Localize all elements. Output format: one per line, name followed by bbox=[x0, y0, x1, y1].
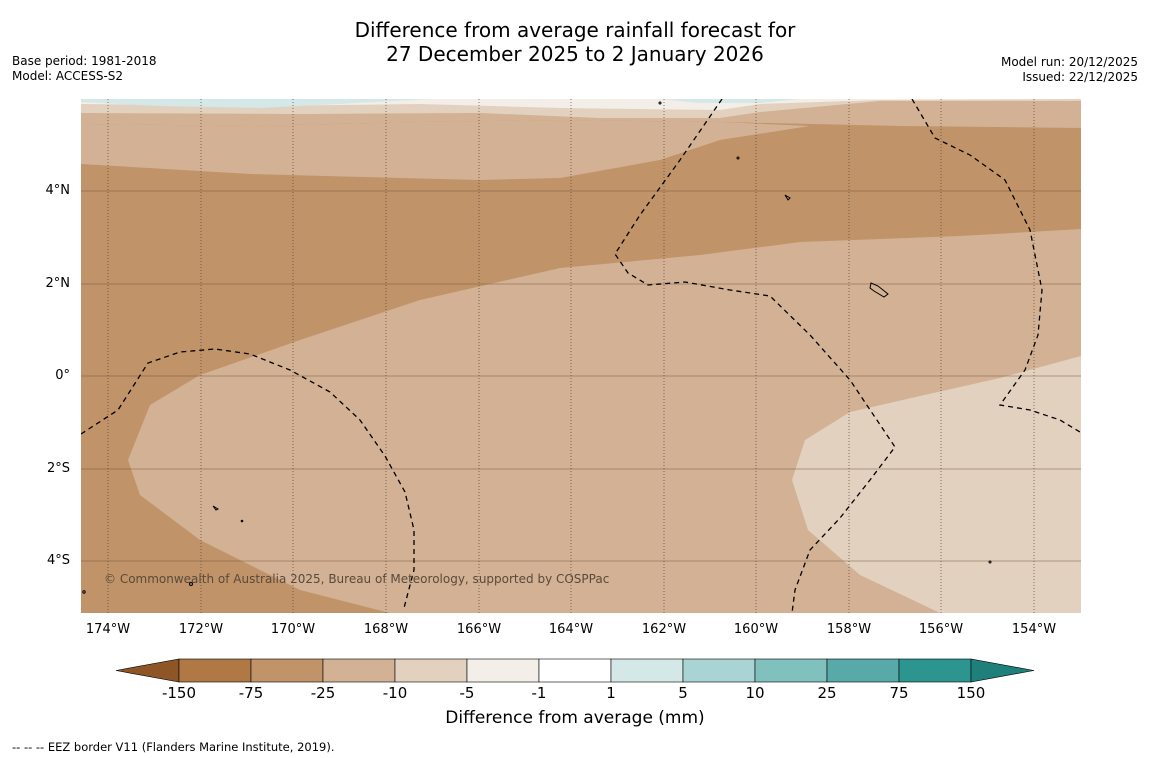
graticule bbox=[81, 190, 1081, 562]
island-9 bbox=[82, 590, 86, 594]
lon-tick: 170°W bbox=[270, 622, 316, 637]
eez-footnote: -- -- -- EEZ border V11 (Flanders Marine… bbox=[12, 740, 335, 754]
colorbar-tick: -5 bbox=[459, 684, 475, 702]
lon-tick: 172°W bbox=[178, 622, 224, 637]
island-8 bbox=[736, 156, 740, 160]
title-line-2: 27 December 2025 to 2 January 2026 bbox=[386, 42, 764, 66]
issued-date: Issued: 22/12/2025 bbox=[1022, 70, 1138, 84]
colorbar-segment bbox=[610, 658, 684, 683]
eez-border-center bbox=[614, 99, 896, 613]
model-run: Model run: 20/12/2025 bbox=[1000, 55, 1138, 69]
colorbar-tick: -75 bbox=[238, 684, 264, 702]
colorbar-tick: 5 bbox=[678, 684, 688, 702]
title-line-1: Difference from average rainfall forecas… bbox=[354, 18, 796, 42]
island-7 bbox=[658, 101, 662, 105]
colorbar-segment bbox=[898, 658, 972, 683]
colorbar-tick: -1 bbox=[531, 684, 547, 702]
lon-tick: 156°W bbox=[918, 622, 964, 637]
map-fill-layer bbox=[81, 99, 1081, 613]
colorbar-segment bbox=[394, 658, 468, 683]
eez-borders bbox=[81, 99, 1081, 613]
colorbar-tick: -150 bbox=[161, 684, 197, 702]
lon-tick: 154°W bbox=[1011, 622, 1057, 637]
colorbar-segment bbox=[538, 658, 612, 683]
lat-tick: 2°S bbox=[46, 461, 70, 476]
eez-border-west bbox=[81, 348, 415, 609]
island-2 bbox=[869, 282, 889, 298]
chart-title: Difference from average rainfall forecas… bbox=[0, 18, 1150, 66]
eez-border-east bbox=[911, 99, 1081, 433]
colorbar-segment bbox=[754, 658, 828, 683]
lon-tick: 168°W bbox=[363, 622, 409, 637]
lon-tick: 174°W bbox=[85, 622, 131, 637]
colorbar-tick: -25 bbox=[310, 684, 336, 702]
colorbar-tick: 10 bbox=[745, 684, 765, 702]
lon-tick: 162°W bbox=[641, 622, 687, 637]
lat-tick: 4°S bbox=[46, 553, 70, 568]
colorbar-tick: 150 bbox=[956, 684, 986, 702]
meta-right: Model run: 20/12/2025 Issued: 22/12/2025 bbox=[1001, 55, 1138, 85]
island-3 bbox=[212, 505, 220, 511]
lat-tick: 2°N bbox=[45, 276, 71, 291]
lon-tick: 164°W bbox=[548, 622, 594, 637]
island-5 bbox=[189, 582, 193, 586]
colorbar-tick: 75 bbox=[889, 684, 909, 702]
colorbar-segment bbox=[466, 658, 540, 683]
band-top-teal bbox=[81, 99, 430, 108]
band-southeast-lighter bbox=[792, 356, 1081, 613]
island-4 bbox=[240, 519, 244, 523]
colorbar-segment bbox=[322, 658, 396, 683]
lon-tick: 160°W bbox=[733, 622, 779, 637]
colorbar-extend-high bbox=[970, 658, 1035, 683]
lat-tick: 0° bbox=[55, 368, 70, 383]
islands bbox=[82, 101, 992, 594]
colorbar-segment bbox=[250, 658, 324, 683]
meta-left: Base period: 1981-2018 Model: ACCESS-S2 bbox=[12, 54, 157, 84]
colorbar-tick: 1 bbox=[606, 684, 616, 702]
copyright-notice: © Commonwealth of Australia 2025, Bureau… bbox=[104, 572, 610, 586]
model-name: Model: ACCESS-S2 bbox=[12, 69, 124, 83]
colorbar-extend-low bbox=[115, 658, 180, 683]
colorbar-tick: 25 bbox=[817, 684, 837, 702]
band-top-teal-2 bbox=[660, 99, 800, 103]
colorbar-tick: -10 bbox=[382, 684, 408, 702]
colorbar-segment bbox=[682, 658, 756, 683]
lon-tick: 158°W bbox=[826, 622, 872, 637]
island-1 bbox=[784, 194, 791, 201]
colorbar-title: Difference from average (mm) bbox=[445, 708, 705, 728]
island-6 bbox=[988, 560, 992, 564]
lon-tick: 166°W bbox=[456, 622, 502, 637]
band-top-upper-light bbox=[81, 120, 810, 180]
lat-tick: 4°N bbox=[45, 183, 71, 198]
base-period: Base period: 1981-2018 bbox=[12, 54, 157, 68]
colorbar-segment bbox=[826, 658, 900, 683]
colorbar-segment bbox=[178, 658, 252, 683]
